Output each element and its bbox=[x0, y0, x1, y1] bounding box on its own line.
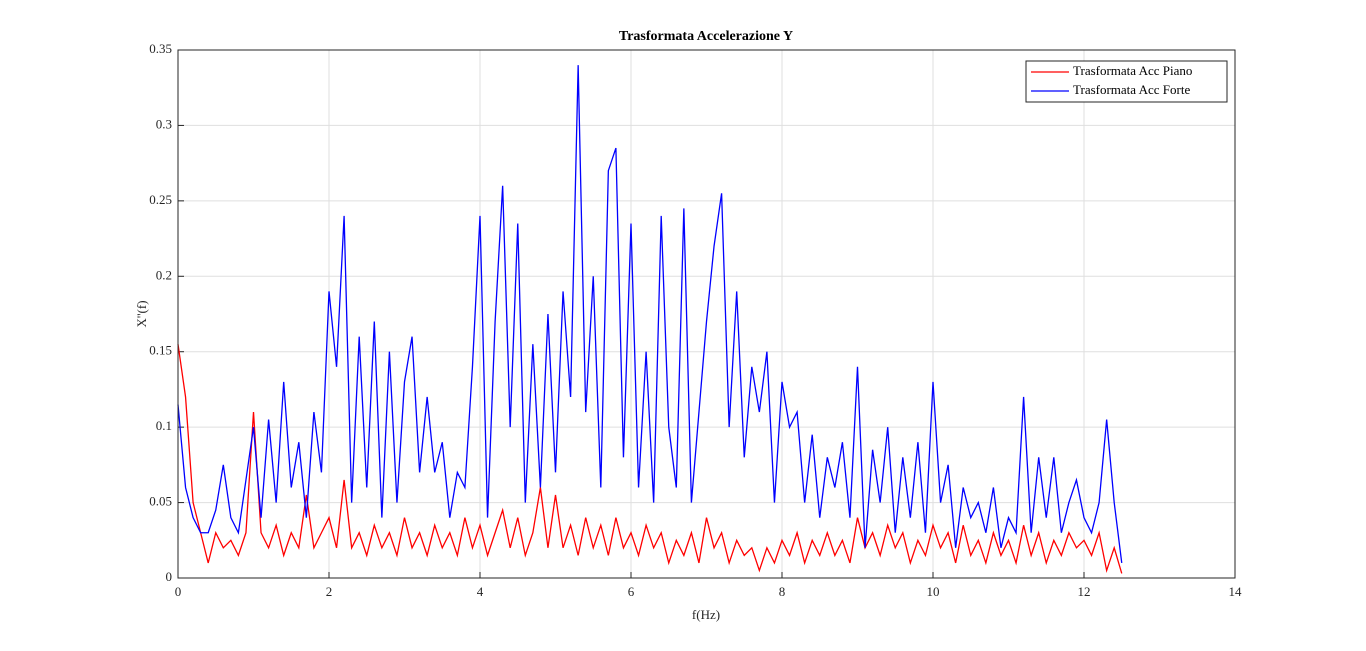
y-tick-label: 0.1 bbox=[156, 418, 172, 433]
y-tick-label: 0.35 bbox=[149, 41, 172, 56]
y-tick-label: 0.25 bbox=[149, 192, 172, 207]
legend-label: Trasformata Acc Piano bbox=[1073, 63, 1192, 78]
legend-label: Trasformata Acc Forte bbox=[1073, 82, 1190, 97]
series-line bbox=[177, 65, 1123, 563]
y-axis-label: X''(f) bbox=[134, 300, 149, 327]
x-tick-label: 2 bbox=[326, 584, 333, 599]
x-tick-label: 14 bbox=[1229, 584, 1243, 599]
y-tick-label: 0 bbox=[166, 569, 173, 584]
series-line bbox=[177, 344, 1123, 574]
x-tick-label: 6 bbox=[628, 584, 635, 599]
x-tick-label: 10 bbox=[927, 584, 940, 599]
x-tick-label: 8 bbox=[779, 584, 786, 599]
x-tick-label: 4 bbox=[477, 584, 484, 599]
x-tick-label: 12 bbox=[1078, 584, 1091, 599]
chart-title: Trasformata Accelerazione Y bbox=[619, 29, 793, 44]
y-tick-label: 0.05 bbox=[149, 494, 172, 509]
x-tick-label: 0 bbox=[175, 584, 182, 599]
plot-frame bbox=[177, 49, 1236, 579]
y-tick-label: 0.2 bbox=[156, 267, 172, 282]
legend-box bbox=[1025, 60, 1228, 103]
y-tick-label: 0.3 bbox=[156, 116, 172, 131]
x-axis-label: f(Hz) bbox=[692, 607, 720, 622]
y-tick-label: 0.15 bbox=[149, 343, 172, 358]
